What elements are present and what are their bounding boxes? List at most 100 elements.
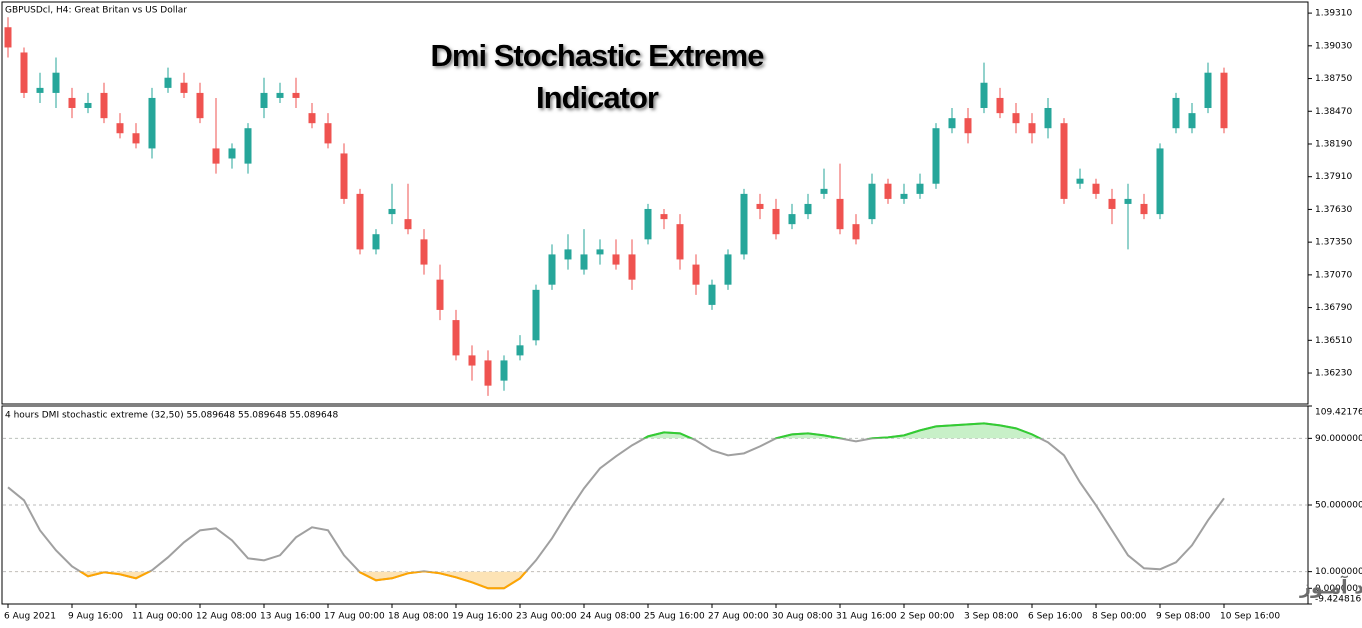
candle-body (884, 183, 892, 199)
candle-body (132, 133, 140, 144)
candle-body (948, 118, 956, 129)
candle-body (804, 203, 812, 215)
candle-body (756, 203, 764, 209)
candle-body (276, 92, 284, 98)
candle-body (724, 254, 732, 285)
y-tick-label: 1.36510 (1315, 336, 1352, 346)
candle-body (1204, 72, 1212, 108)
x-tick-label: 19 Aug 16:00 (452, 612, 513, 622)
chart-title: Dmi Stochastic Extreme (431, 38, 765, 73)
candle-body (68, 97, 76, 108)
candle-body (356, 193, 364, 250)
x-tick-label: 30 Aug 08:00 (772, 612, 833, 622)
candle-body (788, 214, 796, 225)
candle-body (1092, 183, 1100, 194)
candle-body (468, 355, 476, 366)
indicator-label: 4 hours DMI stochastic extreme (32,50) 5… (5, 411, 338, 421)
candle-body (1060, 123, 1068, 199)
candle-body (36, 87, 44, 93)
candle-body (596, 249, 604, 255)
candle-body (164, 77, 172, 88)
candle-body (20, 52, 28, 93)
x-tick-label: 8 Sep 00:00 (1092, 612, 1147, 622)
candle-body (324, 123, 332, 144)
x-tick-label: 13 Aug 16:00 (260, 612, 321, 622)
x-tick-label: 2 Sep 00:00 (900, 612, 955, 622)
candle-body (308, 113, 316, 124)
upper-fill (644, 423, 1041, 439)
y-tick-label: 50.000000 (1315, 500, 1362, 510)
candle-body (1156, 148, 1164, 215)
y-tick-label: 1.37070 (1315, 270, 1352, 280)
candle-body (52, 72, 60, 93)
x-tick-label: 23 Aug 00:00 (516, 612, 577, 622)
y-tick-label: 1.36230 (1315, 369, 1352, 379)
candle-body (500, 360, 508, 381)
chart-title: Indicator (536, 80, 659, 115)
y-tick-label: 1.38190 (1315, 139, 1352, 149)
candle-body (4, 27, 12, 48)
price-panel (1, 1, 1309, 405)
indicator-line-upper (642, 422, 1043, 439)
watermark: انتشار در وبسایت سـود آمـوز (1299, 575, 1362, 599)
candle-body (84, 102, 92, 108)
y-tick-label: 1.39030 (1315, 41, 1352, 51)
x-tick-label: 27 Aug 00:00 (708, 612, 769, 622)
y-tick-label: 10.000000 (1315, 567, 1362, 577)
candle-body (836, 198, 844, 230)
x-tick-label: 12 Aug 08:00 (196, 612, 257, 622)
candle-body (196, 92, 204, 119)
candle-body (244, 128, 252, 164)
y-tick-label: 90.000000 (1315, 434, 1362, 444)
candle-body (388, 208, 396, 215)
y-tick-label: 1.37350 (1315, 238, 1352, 248)
candle-body (852, 224, 860, 240)
lower-fill (80, 571, 526, 589)
y-tick-label: 109.421763 (1315, 408, 1362, 418)
x-tick-label: 18 Aug 08:00 (388, 612, 449, 622)
candle-body (484, 360, 492, 386)
x-tick-label: 25 Aug 16:00 (644, 612, 705, 622)
candle-body (340, 153, 348, 199)
x-tick-label: 10 Sep 16:00 (1220, 612, 1280, 622)
candle-body (980, 82, 988, 108)
candle-body (1140, 203, 1148, 215)
x-tick-label: 11 Aug 00:00 (132, 612, 193, 622)
candle-body (1124, 198, 1132, 204)
candle-body (292, 92, 300, 98)
candle-body (372, 234, 380, 250)
y-tick-label: 1.36790 (1315, 303, 1352, 313)
candle-body (900, 193, 908, 199)
y-tick-label: 1.38470 (1315, 107, 1352, 117)
candle-body (772, 208, 780, 235)
candle-body (1188, 113, 1196, 129)
plot-layer: 1.39310 1.39030 1.38750 1.38470 1.38190 1.379… (3, 9, 1362, 622)
candle-body (676, 224, 684, 260)
candle-body (692, 264, 700, 285)
symbol-header: GBPUSDcl, H4: Great Britan vs US Dollar (5, 6, 187, 16)
x-tick-label: 17 Aug 00:00 (324, 612, 385, 622)
candle-body (660, 214, 668, 220)
candle-body (1012, 113, 1020, 124)
candle-body (708, 284, 716, 305)
candle-body (1044, 107, 1052, 129)
candle-body (628, 254, 636, 280)
candle-body (148, 97, 156, 149)
candle-body (228, 148, 236, 159)
y-tick-label: 1.39310 (1315, 9, 1352, 19)
candle-body (644, 208, 652, 240)
candle-body (564, 249, 572, 260)
y-tick-label: 1.38750 (1315, 74, 1352, 84)
candle-body (420, 239, 428, 265)
candle-body (1076, 178, 1084, 184)
x-tick-label: 31 Aug 16:00 (836, 612, 897, 622)
y-tick-label: 0.000000 (1315, 584, 1358, 594)
candle-body (180, 82, 188, 93)
candle-body (100, 92, 108, 119)
candle-body (548, 254, 556, 285)
candle-body (404, 219, 412, 230)
candle-body (996, 97, 1004, 114)
candle-body (260, 92, 268, 108)
candle-body (452, 320, 460, 356)
